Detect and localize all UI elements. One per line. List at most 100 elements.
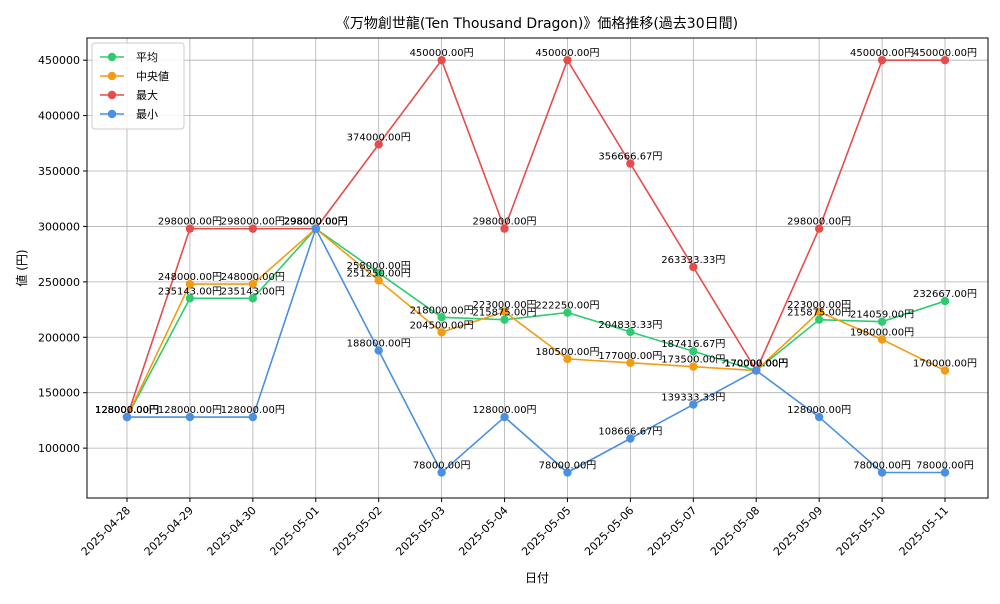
data-point: [248, 294, 258, 303]
data-point: [814, 315, 824, 324]
data-label: 298000.00円: [787, 217, 851, 228]
x-tick-label: 2025-05-11: [897, 504, 951, 558]
data-point: [563, 308, 572, 317]
data-point: [374, 268, 383, 278]
data-label: 450000.00円: [913, 48, 977, 59]
data-point: [185, 279, 195, 289]
data-label: 298000.00円: [221, 217, 285, 228]
y-tick-label: 200000: [38, 331, 80, 344]
data-label: 223000.00円: [787, 300, 851, 311]
data-label: 78000.00円: [413, 461, 471, 472]
data-label: 298000.00円: [284, 217, 348, 228]
x-tick-label: 2025-05-08: [708, 504, 762, 558]
y-axis-title: 値 (円): [14, 249, 29, 286]
data-label: 128000.00円: [95, 405, 159, 416]
y-tick-label: 350000: [38, 165, 80, 178]
data-point: [626, 358, 635, 367]
data-point: [940, 55, 950, 65]
data-point: [563, 354, 572, 364]
legend-label: 中央値: [136, 70, 169, 83]
data-label: 215875.00円: [472, 308, 536, 319]
x-tick-label: 2025-05-06: [582, 504, 636, 558]
legend-label: 最小: [136, 108, 158, 121]
grid: [87, 38, 988, 498]
data-point: [626, 159, 635, 168]
legend-marker: [107, 109, 117, 119]
data-label: 374000.00円: [347, 132, 411, 143]
data-label: 128000.00円: [95, 405, 159, 416]
data-point: [437, 328, 446, 337]
data-point: [940, 366, 950, 375]
data-label: 187416.67円: [661, 339, 725, 350]
data-point: [185, 412, 195, 422]
data-label: 356666.67円: [598, 152, 662, 163]
x-tick-label: 2025-05-01: [267, 504, 321, 558]
x-tick-label: 2025-05-09: [771, 504, 825, 558]
data-point: [626, 327, 635, 337]
x-axis: 2025-04-28 2025-04-29 2025-04-30 2025-05-01…: [79, 498, 951, 558]
data-point: [437, 55, 446, 65]
data-point: [248, 412, 258, 422]
data-point: [626, 434, 635, 443]
data-label: 450000.00円: [410, 48, 474, 59]
data-label: 298000.00円: [284, 217, 348, 228]
data-label: 204833.33円: [598, 320, 662, 331]
series-group: [122, 55, 950, 477]
series-line: [127, 226, 945, 474]
data-label: 218000.00円: [410, 305, 474, 316]
data-point: [248, 279, 258, 289]
data-label: 128000.00円: [95, 405, 159, 416]
y-tick-label: 150000: [38, 387, 80, 400]
data-point: [374, 276, 383, 285]
x-tick-label: 2025-05-02: [330, 504, 384, 558]
data-point: [437, 468, 446, 477]
y-axis: 100000 150000 200000 250000 300000 350000 4000…: [38, 54, 87, 455]
legend-label: 最大: [136, 88, 158, 102]
data-point: [122, 412, 132, 422]
data-point: [814, 307, 824, 316]
data-label: 232667.00円: [913, 289, 977, 300]
data-point: [752, 366, 761, 375]
data-point: [689, 262, 698, 272]
data-label: 298000.00円: [284, 217, 348, 228]
data-point: [374, 346, 383, 355]
data-point: [500, 307, 509, 316]
data-label: 251250.00円: [347, 268, 411, 279]
data-label: 170000.00円: [724, 359, 788, 370]
x-tick-label: 2025-05-04: [456, 504, 510, 558]
x-tick-label: 2025-05-05: [519, 504, 573, 558]
data-label: 173500.00円: [661, 355, 725, 366]
x-tick-label: 2025-04-29: [142, 504, 196, 558]
data-label: 170000.00円: [724, 359, 788, 370]
data-label: 128000.00円: [95, 405, 159, 416]
data-label: 214059.00円: [850, 310, 914, 321]
x-tick-label: 2025-05-07: [645, 504, 699, 558]
data-label: 128000.00円: [787, 405, 851, 416]
data-label: 235143.00円: [158, 286, 222, 297]
data-point: [248, 224, 258, 233]
data-point: [814, 412, 824, 422]
data-point: [877, 55, 887, 65]
y-tick-label: 300000: [38, 220, 80, 233]
y-tick-label: 400000: [38, 110, 80, 123]
data-label: 248000.00円: [158, 272, 222, 283]
data-label: 139333.33円: [661, 393, 725, 404]
data-point: [814, 224, 824, 233]
plot-frame: [86, 37, 989, 499]
data-label: 108666.67円: [598, 427, 662, 438]
legend-marker: [107, 90, 117, 100]
data-label: 188000.00円: [347, 339, 411, 350]
data-point: [437, 313, 446, 322]
series-line: [126, 58, 945, 418]
y-tick-label: 250000: [38, 276, 80, 289]
data-point: [940, 296, 950, 306]
y-tick-label: 450000: [38, 54, 80, 67]
legend-marker: [107, 52, 117, 62]
legend-label: 平均: [136, 51, 158, 64]
data-label: 78000.00円: [853, 461, 911, 472]
data-label: 78000.00円: [916, 461, 974, 472]
data-point: [374, 140, 383, 149]
